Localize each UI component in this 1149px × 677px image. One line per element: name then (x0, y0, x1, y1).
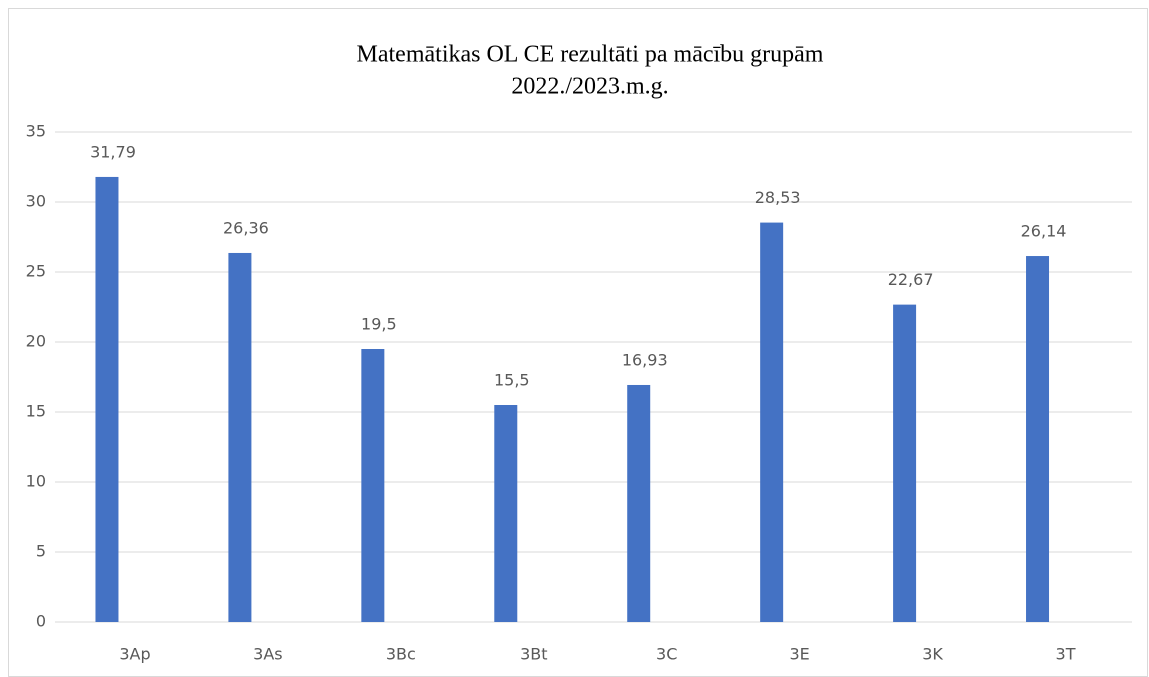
y-tick-label: 5 (36, 542, 46, 561)
x-tick-label: 3As (253, 645, 282, 664)
x-tick-label: 3Bt (520, 645, 547, 664)
x-tick-label: 3Ap (119, 645, 150, 664)
bar (893, 304, 917, 622)
data-label: 31,79 (90, 142, 136, 161)
x-tick-label: 3E (790, 645, 810, 664)
x-tick-label: 3K (922, 645, 943, 664)
bar (95, 176, 119, 622)
y-tick-label: 30 (26, 192, 46, 211)
x-tick-label: 3T (1056, 645, 1076, 664)
data-label: 15,5 (494, 371, 530, 390)
chart-subtitle: 2022./2023.m.g. (511, 74, 668, 100)
y-tick-label: 35 (26, 122, 46, 141)
bar (494, 405, 518, 622)
x-tick-label: 3C (656, 645, 677, 664)
chart-title: Matemātikas OL CE rezultāti pa mācību gr… (357, 42, 824, 68)
data-label: 22,67 (888, 270, 934, 289)
y-tick-label: 10 (26, 472, 46, 491)
bar (361, 349, 385, 622)
bar (760, 222, 784, 622)
data-label: 26,36 (223, 218, 269, 237)
data-label: 19,5 (361, 315, 397, 334)
x-tick-label: 3Bc (386, 645, 416, 664)
bar (1026, 256, 1050, 622)
y-tick-label: 0 (36, 612, 46, 631)
y-tick-label: 20 (26, 332, 46, 351)
bar (228, 252, 252, 622)
y-tick-label: 15 (26, 402, 46, 421)
data-label: 26,14 (1021, 222, 1067, 241)
bar (627, 384, 651, 622)
y-tick-label: 25 (26, 262, 46, 281)
data-label: 16,93 (622, 350, 668, 369)
data-label: 28,53 (755, 188, 801, 207)
